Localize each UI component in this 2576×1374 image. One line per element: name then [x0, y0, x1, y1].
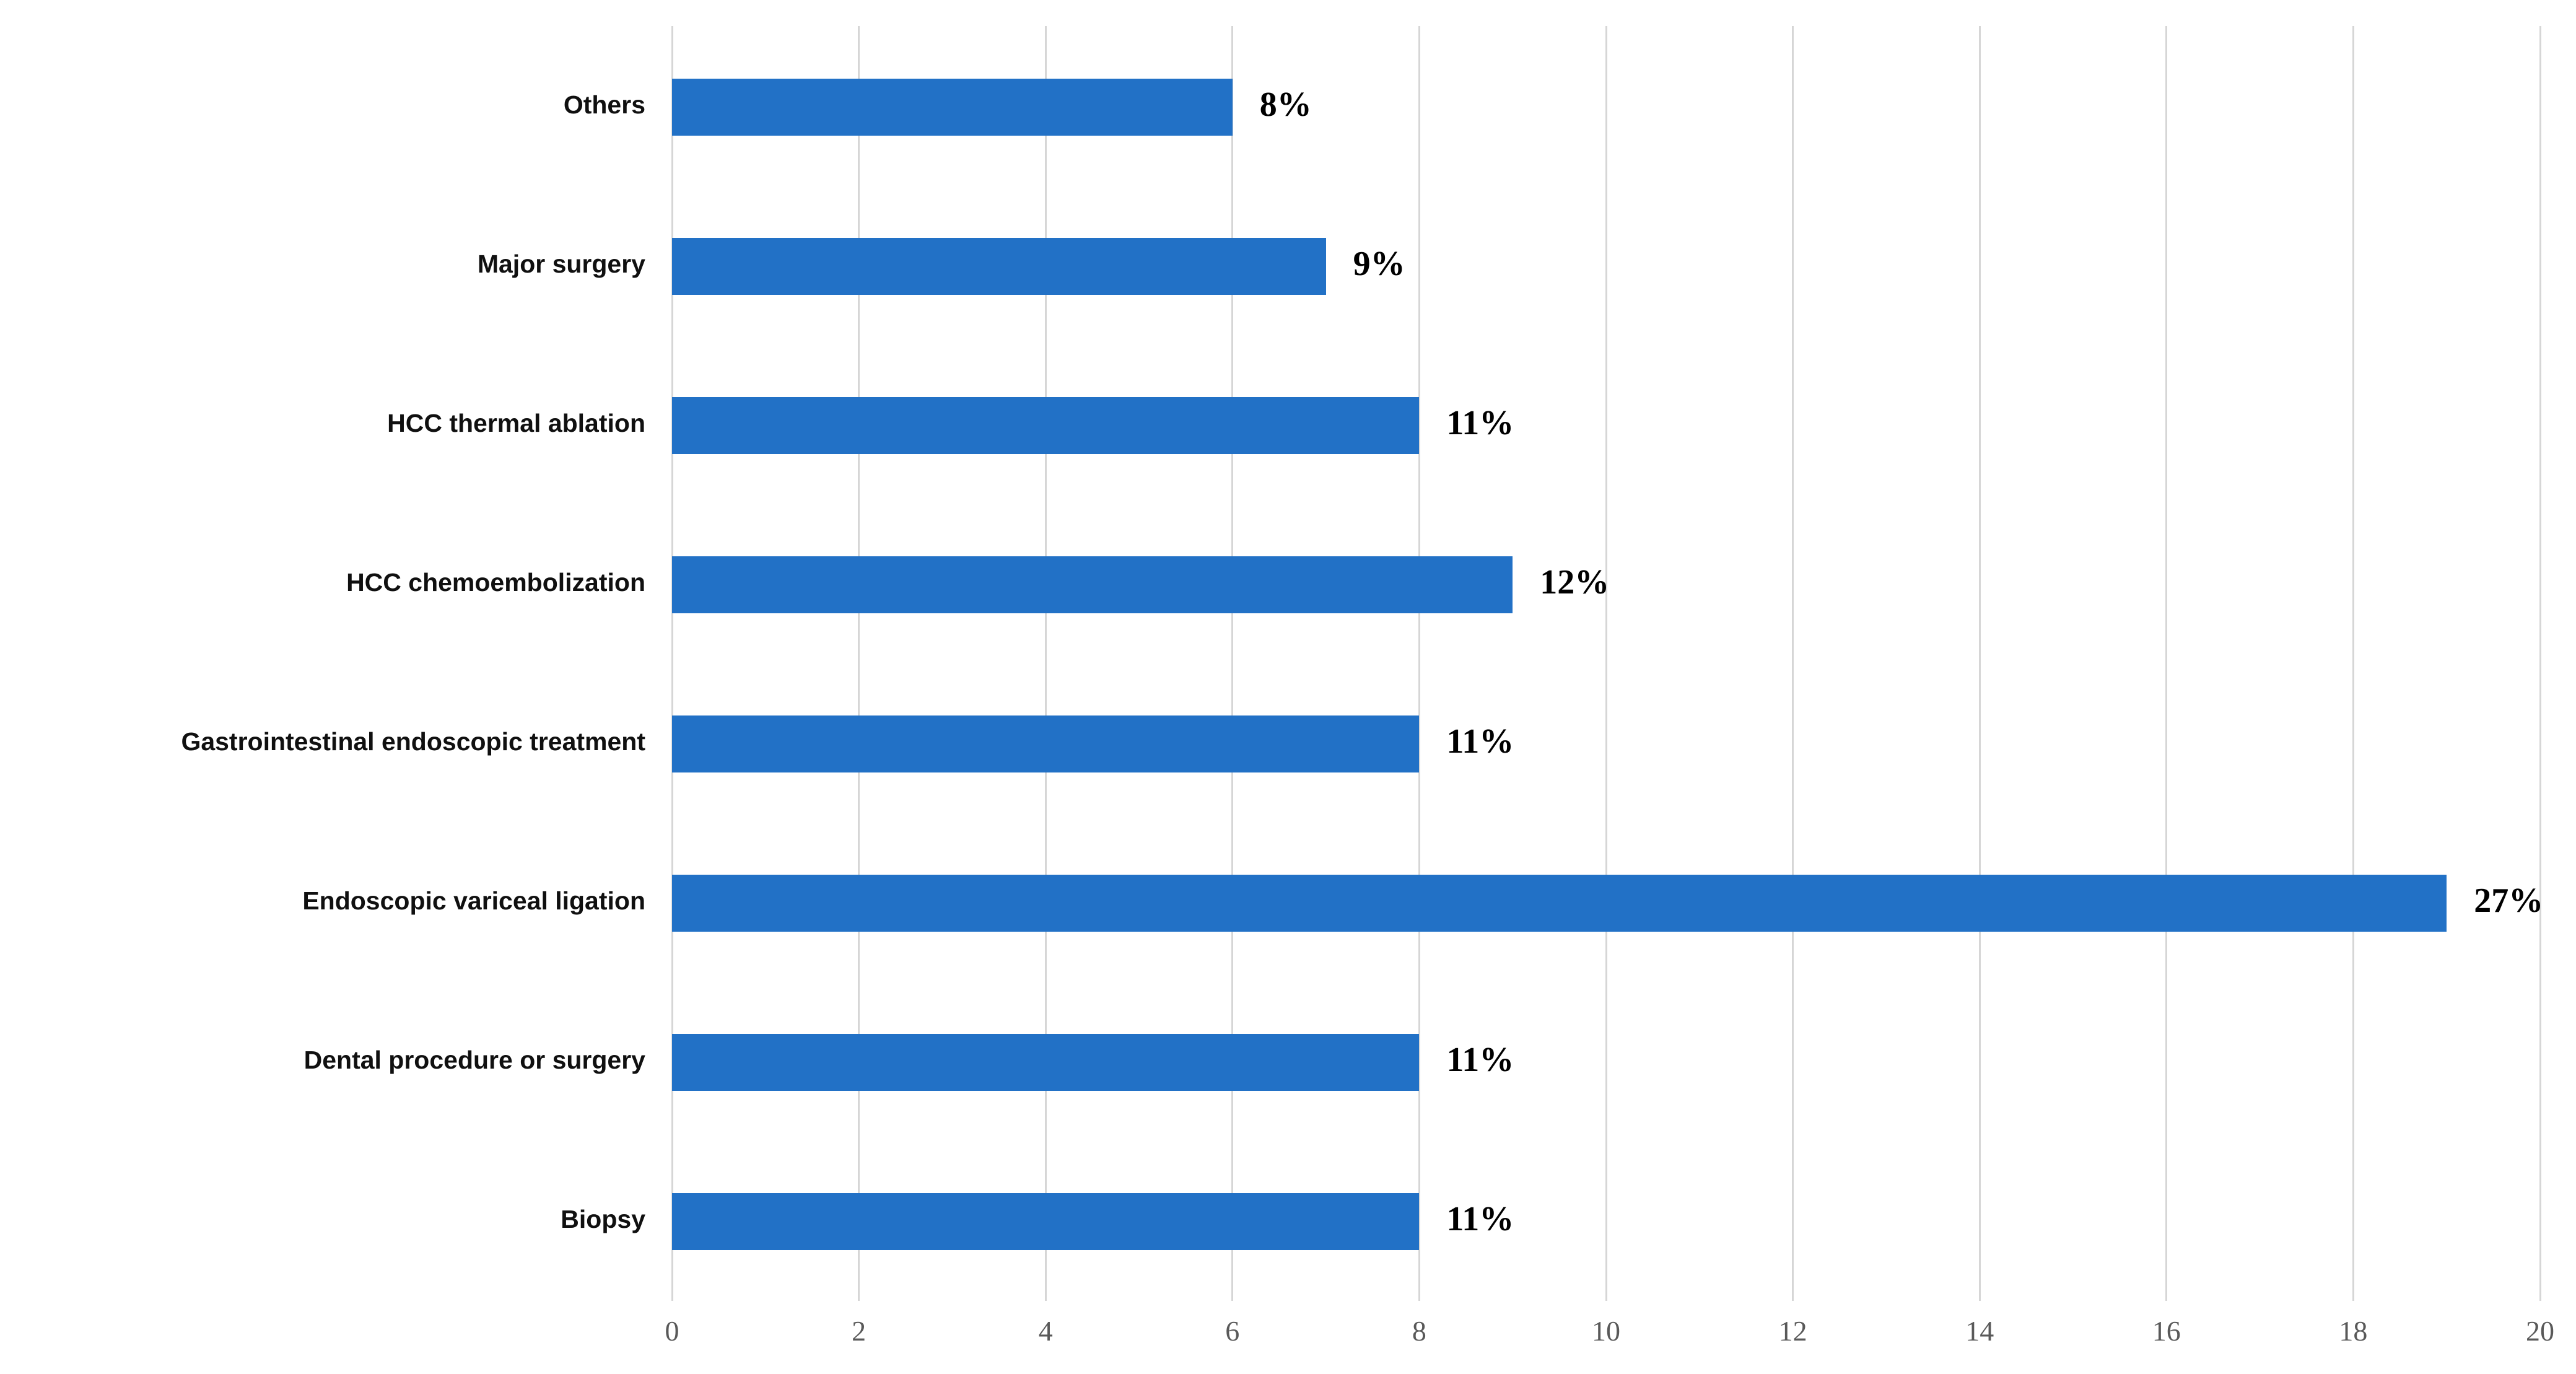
x-tick-label: 16 — [2152, 1315, 2181, 1347]
bar — [672, 238, 1326, 295]
gridline — [2539, 26, 2541, 1301]
bar — [672, 79, 1233, 136]
value-label: 11% — [1446, 1040, 1514, 1079]
bar — [672, 715, 1420, 772]
value-label: 8% — [1259, 85, 1312, 125]
category-label: Dental procedure or surgery — [303, 1045, 645, 1074]
x-tick-label: 6 — [1225, 1315, 1240, 1347]
value-label: 9% — [1353, 245, 1405, 284]
category-label: Others — [563, 90, 645, 120]
gridline — [1231, 26, 1234, 1301]
bar — [672, 556, 1513, 614]
value-label: 11% — [1446, 722, 1514, 761]
x-tick-label: 2 — [852, 1315, 867, 1347]
gridline — [1605, 26, 1607, 1301]
gridline — [2165, 26, 2168, 1301]
gridline — [1418, 26, 1420, 1301]
value-label: 11% — [1446, 1199, 1514, 1238]
category-label: Major surgery — [477, 250, 645, 279]
category-label: Biopsy — [561, 1204, 645, 1233]
bar — [672, 1033, 1420, 1091]
gridline — [1792, 26, 1794, 1301]
x-tick-label: 4 — [1038, 1315, 1053, 1347]
gridline — [858, 26, 860, 1301]
category-label: HCC chemoembolization — [346, 568, 645, 597]
gridline — [1044, 26, 1047, 1301]
x-tick-label: 10 — [1592, 1315, 1620, 1347]
category-label: Endoscopic variceal ligation — [302, 886, 645, 915]
x-tick-label: 20 — [2526, 1315, 2554, 1347]
gridline — [2352, 26, 2354, 1301]
value-label: 11% — [1446, 404, 1514, 443]
bar — [672, 1192, 1420, 1250]
gridline — [671, 26, 673, 1301]
x-tick-label: 12 — [1778, 1315, 1807, 1347]
bar — [672, 874, 2447, 932]
x-tick-label: 18 — [2339, 1315, 2368, 1347]
category-label: Gastrointestinal endoscopic treatment — [181, 727, 645, 756]
gridline — [1978, 26, 1981, 1301]
value-label: 12% — [1540, 563, 1610, 602]
bar — [672, 397, 1420, 455]
x-tick-label: 8 — [1412, 1315, 1426, 1347]
x-tick-label: 14 — [1965, 1315, 1994, 1347]
value-label: 27% — [2474, 881, 2544, 920]
category-label: HCC thermal ablation — [387, 409, 645, 438]
x-tick-label: 0 — [665, 1315, 679, 1347]
